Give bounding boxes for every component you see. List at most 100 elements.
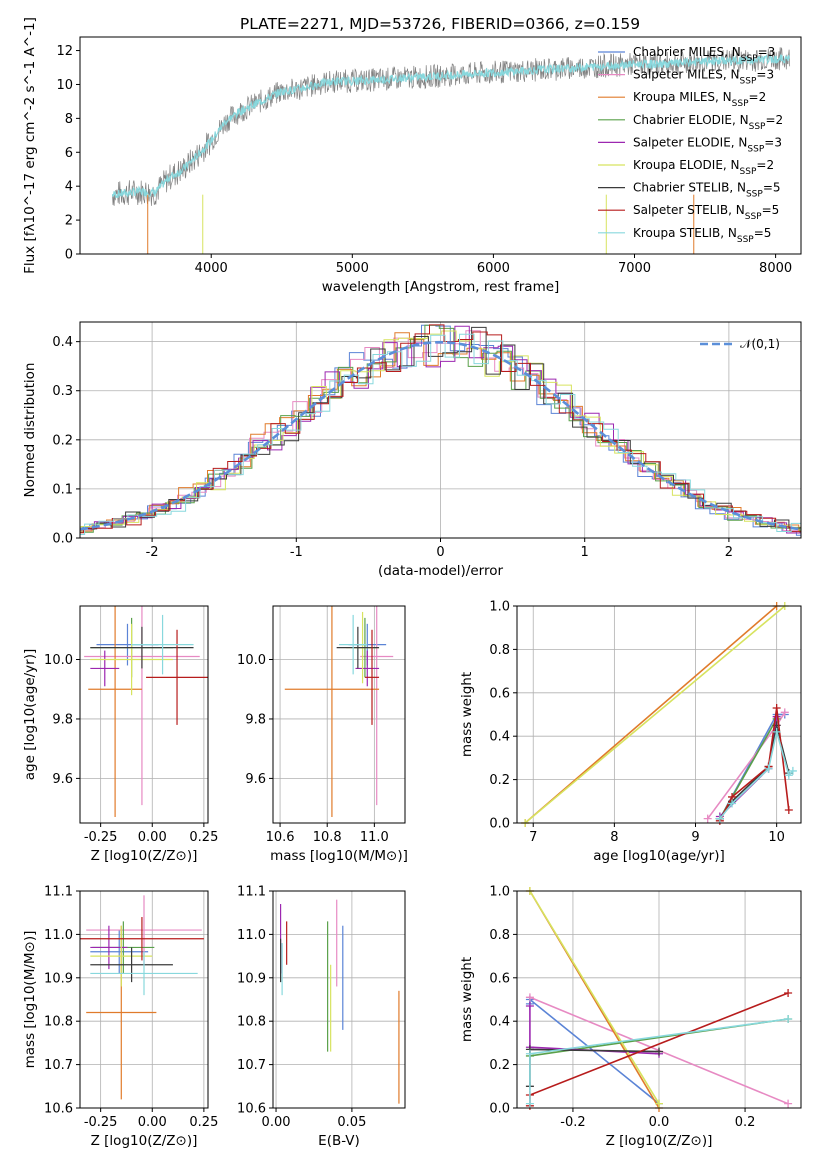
spectrum-xtick-label: 7000 — [618, 261, 651, 276]
spectrum-ytick-label: 6 — [65, 146, 73, 161]
residuals-xtick-label: -1 — [290, 545, 303, 560]
mass-weight-vs-age-point-marker — [784, 805, 793, 814]
residuals-ylabel: Normed distribution — [22, 363, 38, 498]
mass-weight-vs-Z-series-line — [529, 1048, 660, 1087]
mass-weight-vs-Z-point-marker — [525, 993, 534, 1002]
mass-vs-EBV-xtick-label: 0.00 — [262, 1115, 291, 1130]
mass-weight-vs-Z-ytick-label: 1.0 — [489, 885, 510, 900]
mass-weight-vs-Z-xtick-label: 0.2 — [735, 1115, 756, 1130]
mass-vs-EBV-ytick-label: 10.7 — [237, 1058, 266, 1073]
mass-weight-vs-Z-point-marker — [525, 1099, 534, 1108]
mass-weight-vs-age-xtick-label: 8 — [610, 830, 618, 845]
mass-weight-vs-age-ytick-label: 0.4 — [489, 730, 510, 745]
mass-weight-vs-Z-ytick-label: 0.6 — [489, 971, 510, 986]
mass-weight-vs-Z-point-marker — [525, 1002, 534, 1011]
age-vs-mass-ytick-label: 9.8 — [245, 712, 266, 727]
mass-weight-vs-age-ytick-label: 0.0 — [489, 817, 510, 832]
mass-vs-Z-xtick-label: 0.25 — [189, 1115, 218, 1130]
mass-vs-EBV-frame — [272, 890, 406, 1109]
mass-weight-vs-Z-ytick-label: 0.2 — [489, 1058, 510, 1073]
residuals-ytick-label: 0.1 — [52, 482, 73, 497]
legend-label: Chabrier STELIB, NSSP=5 — [633, 181, 781, 200]
mass-weight-vs-age-point-marker — [764, 764, 773, 773]
mass-vs-Z-ytick-label: 11.0 — [44, 928, 73, 943]
mass-weight-vs-Z-ytick-label: 0.4 — [489, 1015, 510, 1030]
age-vs-mass-ytick-label: 9.6 — [245, 772, 266, 787]
mass-weight-vs-age-point-marker — [772, 703, 781, 712]
mass-weight-vs-age-point-marker — [728, 799, 737, 808]
residual-histogram-step — [80, 332, 801, 532]
spectrum-xtick-label: 5000 — [336, 261, 369, 276]
mass-vs-Z-ytick-label: 10.9 — [44, 971, 73, 986]
age-vs-Z-xtick-label: -0.25 — [84, 830, 118, 845]
spectrum-model-line — [111, 53, 791, 199]
mass-weight-vs-age-series-line — [524, 606, 786, 823]
mass-weight-vs-age-ytick-label: 0.2 — [489, 773, 510, 788]
residuals-xlabel: (data-model)/error — [378, 563, 504, 579]
residuals-ytick-label: 0.4 — [52, 335, 73, 350]
spectrum-ytick-label: 0 — [65, 248, 73, 263]
mass-vs-EBV-ytick-label: 11.0 — [237, 928, 266, 943]
mass-weight-vs-age-point-marker — [703, 814, 712, 823]
mass-weight-vs-age-point-marker — [784, 771, 793, 780]
mass-weight-vs-age-xtick-label: 10 — [768, 830, 785, 845]
mass-weight-vs-Z-point-marker — [655, 1047, 663, 1056]
mass-weight-vs-age-series-line — [719, 731, 794, 820]
mass-weight-vs-Z-point-marker — [525, 1049, 534, 1058]
age-vs-Z-ylabel: age [log10(age/yr)] — [22, 649, 38, 781]
mass-vs-EBV-ytick-label: 10.8 — [237, 1015, 266, 1030]
residuals-ytick-label: 0.2 — [52, 433, 73, 448]
age-vs-Z-ytick-label: 9.8 — [52, 712, 73, 727]
mass-vs-Z-ytick-label: 10.8 — [44, 1015, 73, 1030]
spectrum-xlabel: wavelength [Angstrom, rest frame] — [322, 279, 560, 295]
age-vs-mass-xtick-label: 10.6 — [266, 830, 295, 845]
age-vs-Z-xlabel: Z [log10(Z/Z⊙)] — [91, 848, 198, 864]
legend-label: Salpeter MILES, NSSP=3 — [633, 68, 774, 87]
age-vs-Z-xtick-label: 0.00 — [138, 830, 167, 845]
residual-histogram-step — [80, 324, 801, 534]
legend-label: Kroupa STELIB, NSSP=5 — [633, 226, 771, 245]
age-vs-Z-xtick-label: 0.25 — [189, 830, 218, 845]
spectrum-ytick-label: 4 — [65, 180, 73, 195]
mass-vs-EBV-ytick-label: 10.6 — [237, 1102, 266, 1117]
spectrum-ylabel: Flux [fλ10^-17 erg cm^-2 s^-1 A^-1] — [22, 17, 38, 274]
mass-weight-vs-Z-frame — [516, 890, 802, 1109]
mass-weight-vs-Z-ytick-label: 0.8 — [489, 928, 510, 943]
mass-weight-vs-Z-point-marker — [784, 1015, 793, 1024]
age-vs-Z-frame — [79, 605, 209, 824]
mass-weight-vs-age-point-marker — [772, 727, 781, 736]
mass-vs-EBV-xlabel: E(B-V) — [318, 1133, 360, 1149]
mass-vs-Z-ytick-label: 10.7 — [44, 1058, 73, 1073]
mass-weight-vs-age-ytick-label: 0.6 — [489, 686, 510, 701]
mass-weight-vs-age-ylabel: mass weight — [459, 672, 475, 757]
mass-vs-EBV-xtick-label: 0.05 — [337, 1115, 366, 1130]
mass-weight-vs-age-point-marker — [715, 814, 724, 823]
mass-weight-vs-Z-xlabel: Z [log10(Z/Z⊙)] — [606, 1133, 713, 1149]
residuals-frame — [79, 321, 802, 539]
spectrum-ytick-label: 12 — [56, 44, 73, 59]
residuals-xtick-label: 0 — [436, 545, 444, 560]
age-vs-Z-ytick-label: 10.0 — [44, 653, 73, 668]
figure-title: PLATE=2271, MJD=53726, FIBERID=0366, z=0… — [240, 15, 640, 33]
mass-weight-vs-age-ytick-label: 0.8 — [489, 643, 510, 658]
spectrum-axes: 4000 5000 6000 7000 8000 0 2 4 6 8 10 12 wavelength … — [22, 17, 792, 295]
normal-curve-line — [79, 340, 802, 531]
spectrum-data-line — [112, 46, 791, 206]
mass-weight-vs-Z-axes: -0.2 0.0 0.2 0.0 0.2 0.4 0.6 0.8 1.0 Z [log10(Z/Z… — [459, 885, 801, 1149]
residuals-xtick-label: 2 — [725, 545, 733, 560]
residuals-ytick-label: 0.3 — [52, 384, 73, 399]
age-vs-mass-frame — [272, 605, 406, 824]
mass-vs-Z-xtick-label: 0.00 — [138, 1115, 167, 1130]
mass-vs-Z-ytick-label: 11.1 — [44, 885, 73, 900]
spectrum-xtick-label: 4000 — [195, 261, 228, 276]
spectrum-frame — [79, 36, 802, 255]
mass-vs-EBV-ytick-label: 11.1 — [237, 885, 266, 900]
legend-label: Kroupa MILES, NSSP=2 — [633, 90, 766, 109]
mass-vs-Z-xtick-label: -0.25 — [84, 1115, 118, 1130]
mass-vs-EBV-axes: 0.00 0.05 10.6 10.7 10.8 10.9 11.0 11.1 E(B-V) — [237, 885, 405, 1149]
age-vs-Z-ytick-label: 9.6 — [52, 772, 73, 787]
mass-vs-Z-axes: -0.25 0.00 0.25 10.6 10.7 10.8 10.9 11.0 11.1 Z [… — [22, 885, 218, 1150]
mass-vs-Z-ytick-label: 10.6 — [44, 1102, 73, 1117]
